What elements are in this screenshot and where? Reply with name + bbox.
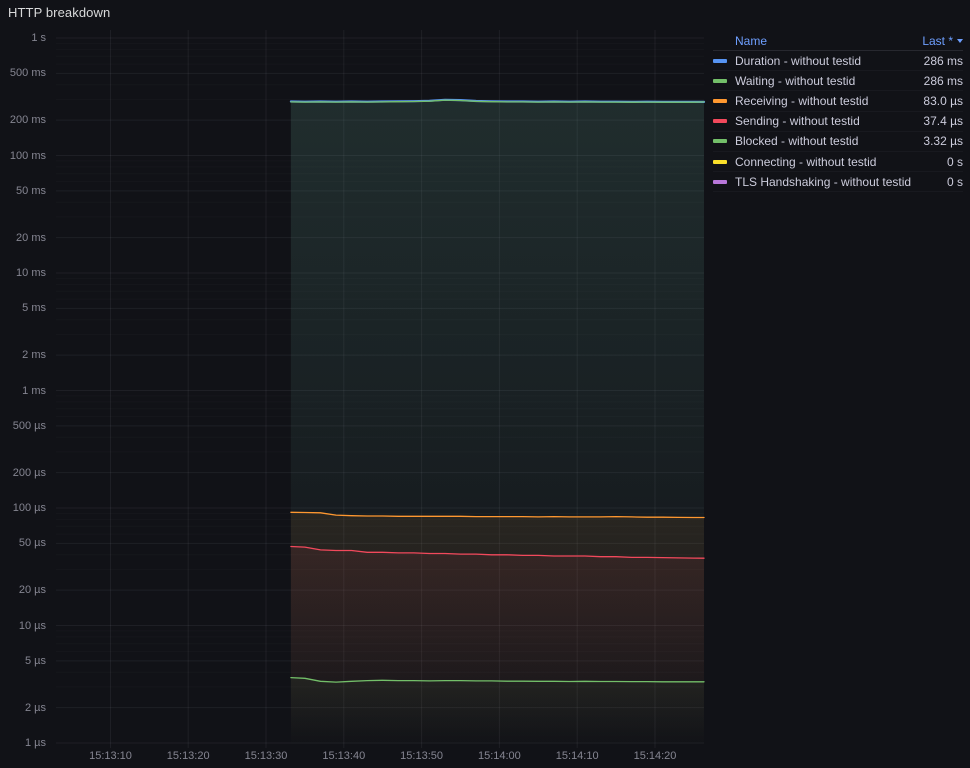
legend-row[interactable]: Sending - without testid 37.4 µs	[713, 112, 963, 132]
y-axis-label: 50 µs	[18, 537, 46, 550]
series-name[interactable]: TLS Handshaking - without testid	[735, 174, 912, 189]
series-color-swatch	[713, 139, 727, 144]
legend-rows: Duration - without testid 286 ms Waiting -…	[713, 51, 963, 193]
series-last-value: 0 s	[946, 174, 963, 189]
y-axis-label: 500 ms	[9, 67, 46, 80]
panel-title[interactable]: HTTP breakdown	[8, 5, 111, 20]
y-axis-label: 200 µs	[12, 466, 46, 479]
y-axis-label: 10 ms	[16, 267, 46, 279]
series-name[interactable]: Receiving - without testid	[735, 93, 869, 108]
series-name[interactable]: Sending - without testid	[735, 114, 860, 129]
legend-column-name[interactable]: Name	[735, 34, 768, 48]
x-axis-label: 15:14:10	[555, 750, 599, 762]
legend-row[interactable]: Waiting - without testid 286 ms	[713, 71, 963, 92]
x-axis-label: 15:13:10	[89, 750, 132, 762]
series-last-value: 286 ms	[923, 73, 963, 88]
series-color-swatch	[713, 119, 727, 124]
x-axis-label: 15:13:40	[322, 750, 366, 762]
series-last-value: 286 ms	[923, 53, 963, 68]
y-axis-label: 1 s	[31, 32, 46, 44]
y-axis-label: 2 µs	[24, 701, 46, 714]
y-axis-label: 20 ms	[16, 231, 46, 244]
series-name[interactable]: Duration - without testid	[735, 53, 862, 68]
x-axis-label: 15:14:00	[477, 750, 521, 762]
y-axis-label: 200 ms	[9, 114, 46, 127]
series-color-swatch	[713, 98, 727, 103]
legend-column-last-label: Last *	[922, 34, 953, 48]
y-axis-label: 5 ms	[22, 302, 46, 315]
x-axis-label: 15:13:30	[244, 750, 288, 762]
series-color-swatch	[713, 179, 727, 184]
y-axis-label: 2 ms	[22, 349, 46, 362]
series-color-swatch	[713, 78, 727, 83]
y-axis-label: 500 µs	[12, 419, 46, 432]
series-line-blocked	[290, 676, 705, 683]
series-last-value: 3.32 µs	[923, 134, 963, 149]
series-last-value: 0 s	[946, 154, 963, 169]
series-name[interactable]: Blocked - without testid	[735, 134, 859, 149]
y-axis-label: 1 µs	[24, 737, 46, 749]
y-axis-label: 50 ms	[16, 184, 46, 197]
y-axis-label: 5 µs	[24, 654, 46, 667]
series-name[interactable]: Waiting - without testid	[735, 73, 856, 88]
legend-row[interactable]: TLS Handshaking - without testid 0 s	[713, 172, 963, 193]
series-line-receiving	[290, 511, 705, 519]
series-name[interactable]: Connecting - without testid	[735, 154, 877, 169]
legend-row[interactable]: Blocked - without testid 3.32 µs	[713, 132, 963, 152]
x-axis-label: 15:13:50	[400, 750, 444, 762]
legend-column-last[interactable]: Last *	[922, 34, 963, 48]
legend-row[interactable]: Receiving - without testid 83.0 µs	[713, 91, 963, 112]
y-axis-label: 100 ms	[9, 149, 46, 162]
y-axis-label: 10 µs	[18, 619, 46, 632]
series-color-swatch	[713, 58, 727, 63]
y-axis-label: 1 ms	[22, 384, 46, 397]
x-axis-label: 15:14:20	[633, 750, 677, 762]
series-last-value: 83.0 µs	[923, 93, 963, 108]
y-axis-label: 20 µs	[18, 584, 46, 597]
series-fill-blocked	[290, 677, 704, 748]
series-line-waiting	[290, 99, 705, 103]
legend: Name Last * Duration - without testid 286…	[713, 32, 963, 193]
series-color-swatch	[713, 159, 727, 164]
x-axis-label: 15:13:20	[166, 750, 210, 762]
legend-header: Name Last *	[713, 32, 963, 51]
series-last-value: 37.4 µs	[923, 114, 963, 129]
legend-row[interactable]: Connecting - without testid 0 s	[713, 152, 963, 173]
series-line-sending	[290, 545, 705, 559]
legend-row[interactable]: Duration - without testid 286 ms	[713, 51, 963, 72]
sort-desc-icon	[957, 39, 963, 43]
y-axis-label: 100 µs	[12, 502, 46, 514]
